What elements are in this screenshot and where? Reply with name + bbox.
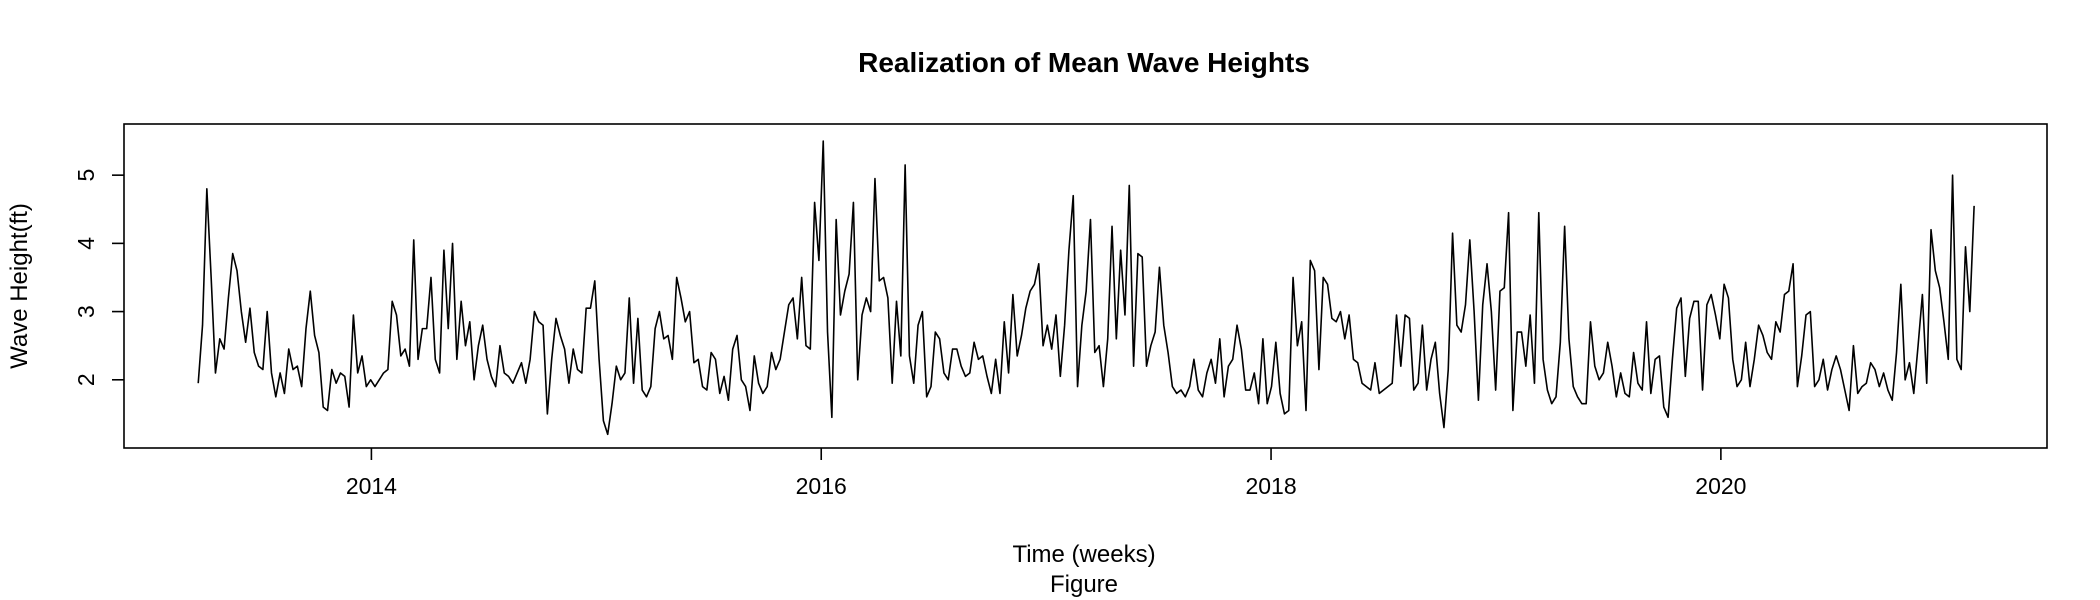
wave-height-line (197, 140, 1975, 436)
y-tick-label: 4 (73, 237, 99, 250)
x-axis: 2014 2016 2018 2020 (346, 448, 1746, 499)
x-tick-label: 2014 (346, 473, 397, 499)
x-tick-label: 2018 (1245, 473, 1296, 499)
plot-frame (123, 123, 2048, 449)
y-tick-label: 5 (73, 169, 99, 182)
y-tick-label: 2 (73, 373, 99, 386)
chart-title: Realization of Mean Wave Heights (858, 47, 1310, 78)
x-tick-label: 2020 (1695, 473, 1746, 499)
y-axis: 2 3 4 5 (73, 169, 124, 386)
y-tick-label: 3 (73, 305, 99, 318)
y-axis-label: Wave Height(ft) (6, 203, 33, 369)
x-axis-label: Time (weeks) (1012, 541, 1155, 568)
x-tick-label: 2016 (796, 473, 847, 499)
figure-caption: Figure (1050, 571, 1118, 598)
